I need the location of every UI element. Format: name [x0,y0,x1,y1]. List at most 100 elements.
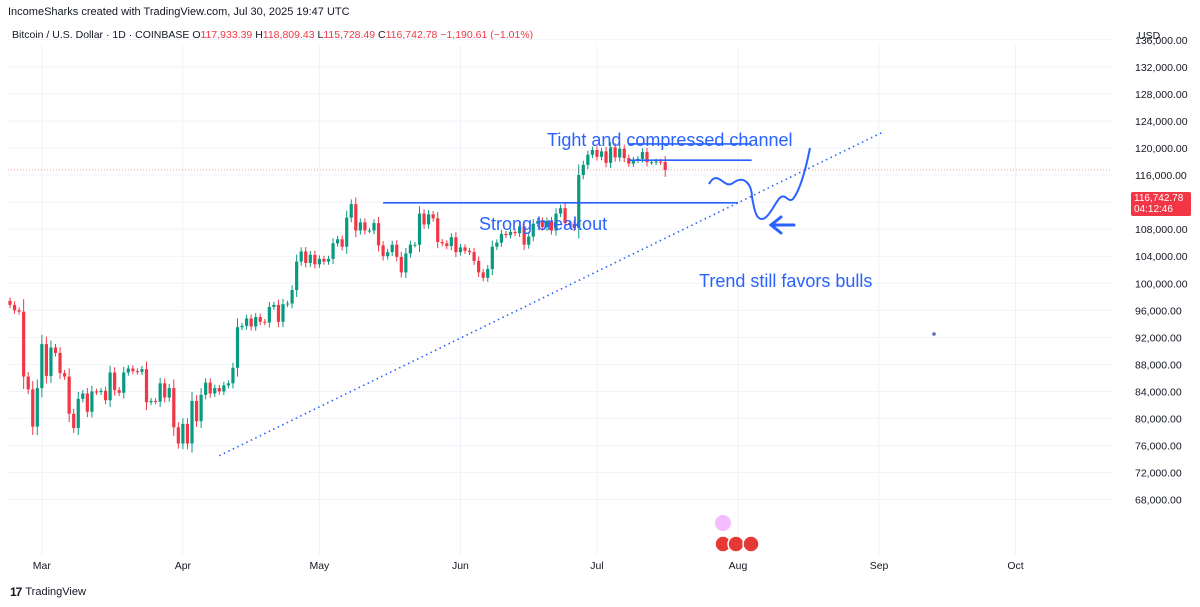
candle-body [217,388,221,392]
candle-body [154,400,158,402]
candle-body [295,261,299,291]
candle-body [126,368,130,373]
candle-body [17,310,21,312]
candle-body [531,223,535,237]
candle-body [613,147,617,158]
created-line: IncomeSharks created with TradingView.co… [8,6,350,18]
candle-body [313,254,317,265]
candle-body [609,147,613,163]
candle-body [577,175,581,228]
y-tick-label: 124,000.00 [1135,116,1188,128]
candle-body [208,382,212,394]
y-tick-label: 96,000.00 [1135,305,1182,317]
candle-body [595,150,599,157]
candle-body [395,244,399,257]
currency-label[interactable]: USD [1138,30,1161,42]
candle-body [12,304,17,311]
candle-body [263,321,267,323]
candle-body [117,390,121,393]
candle-body [399,256,403,273]
y-tick-label: 136,000.00 [1135,35,1188,47]
change-value: −1,190.61 (−1.01%) [440,29,534,41]
candle-body [477,260,481,273]
candle-body [276,304,281,322]
candle-body [258,317,262,322]
candle-body [72,413,76,428]
candle-body [40,344,44,389]
candle-body [445,243,449,247]
annotation-trend-bulls: Trend still favors bulls [699,271,872,291]
candle-body [649,162,654,164]
lightning-event-icon[interactable] [715,515,731,531]
candle-body [285,303,290,305]
us-flag-event-icon[interactable] [742,535,760,553]
candle-body [458,247,463,253]
candle-body [158,383,162,402]
annotation-strong-breakout: Strong breakout [479,214,607,234]
y-tick-label: 132,000.00 [1135,62,1188,74]
x-tick-label: Mar [33,560,52,572]
candle-body [26,376,30,390]
candle-body [254,317,258,327]
y-tick-label: 100,000.00 [1135,278,1188,290]
candle-body [67,376,71,414]
candle-body [94,391,99,393]
candle-body [53,347,58,353]
candle-body [604,151,608,163]
candle-body [140,369,144,372]
candle-body [554,213,558,231]
candle-body [545,221,549,228]
symbol-title[interactable]: Bitcoin / U.S. Dollar · 1D · COINBASE [12,29,190,41]
candle-body [436,218,440,242]
candle-body [363,222,367,231]
candle-body [367,230,372,232]
candle-body [590,150,594,155]
candle-body [135,371,139,373]
candle-body [172,388,176,428]
candle-body [181,423,185,444]
candle-body [417,213,422,245]
annotation-tight-channel: Tight and compressed channel [547,130,792,150]
candle-body [540,221,544,228]
candle-body [290,290,294,304]
candle-body [167,388,171,398]
candle-body [317,258,321,265]
candle-body [427,214,431,225]
candle-body [504,233,508,236]
candle-body [413,244,417,246]
symbol-ohlc-row: Bitcoin / U.S. Dollar · 1D · COINBASE O1… [12,29,533,41]
arrow-icon [768,215,796,235]
candle-body [326,258,331,262]
y-tick-label: 76,000.00 [1135,441,1182,453]
candle-body [340,239,344,247]
candle-body [390,244,394,253]
x-tick-label: Aug [729,560,748,572]
candle-body [659,161,663,163]
candle-body [90,391,94,412]
candle-body [472,252,476,261]
candle-body [35,388,39,427]
candle-body [422,213,426,225]
low-value: 115,728.49 [323,29,376,41]
candle-body [22,311,26,377]
footer-brand[interactable]: 17 TradingView [10,585,86,599]
y-tick-label: 104,000.00 [1135,251,1188,263]
candle-body [467,250,472,253]
candle-body [163,383,167,398]
x-tick-label: Apr [175,560,192,572]
bar-countdown: 04:12:46 [1134,204,1173,215]
candle-body [131,368,135,372]
candle-body [176,427,180,444]
candle-body [463,247,467,251]
candle-body [563,208,567,224]
projected-path [708,147,811,220]
candle-body [299,251,303,262]
candle-body [308,254,312,263]
y-tick-label: 72,000.00 [1135,468,1182,480]
candle-body [222,385,226,392]
us-flag-event-icon[interactable] [727,535,745,553]
candle-body [304,251,308,263]
candle-body [513,231,517,234]
candle-body [572,223,576,228]
